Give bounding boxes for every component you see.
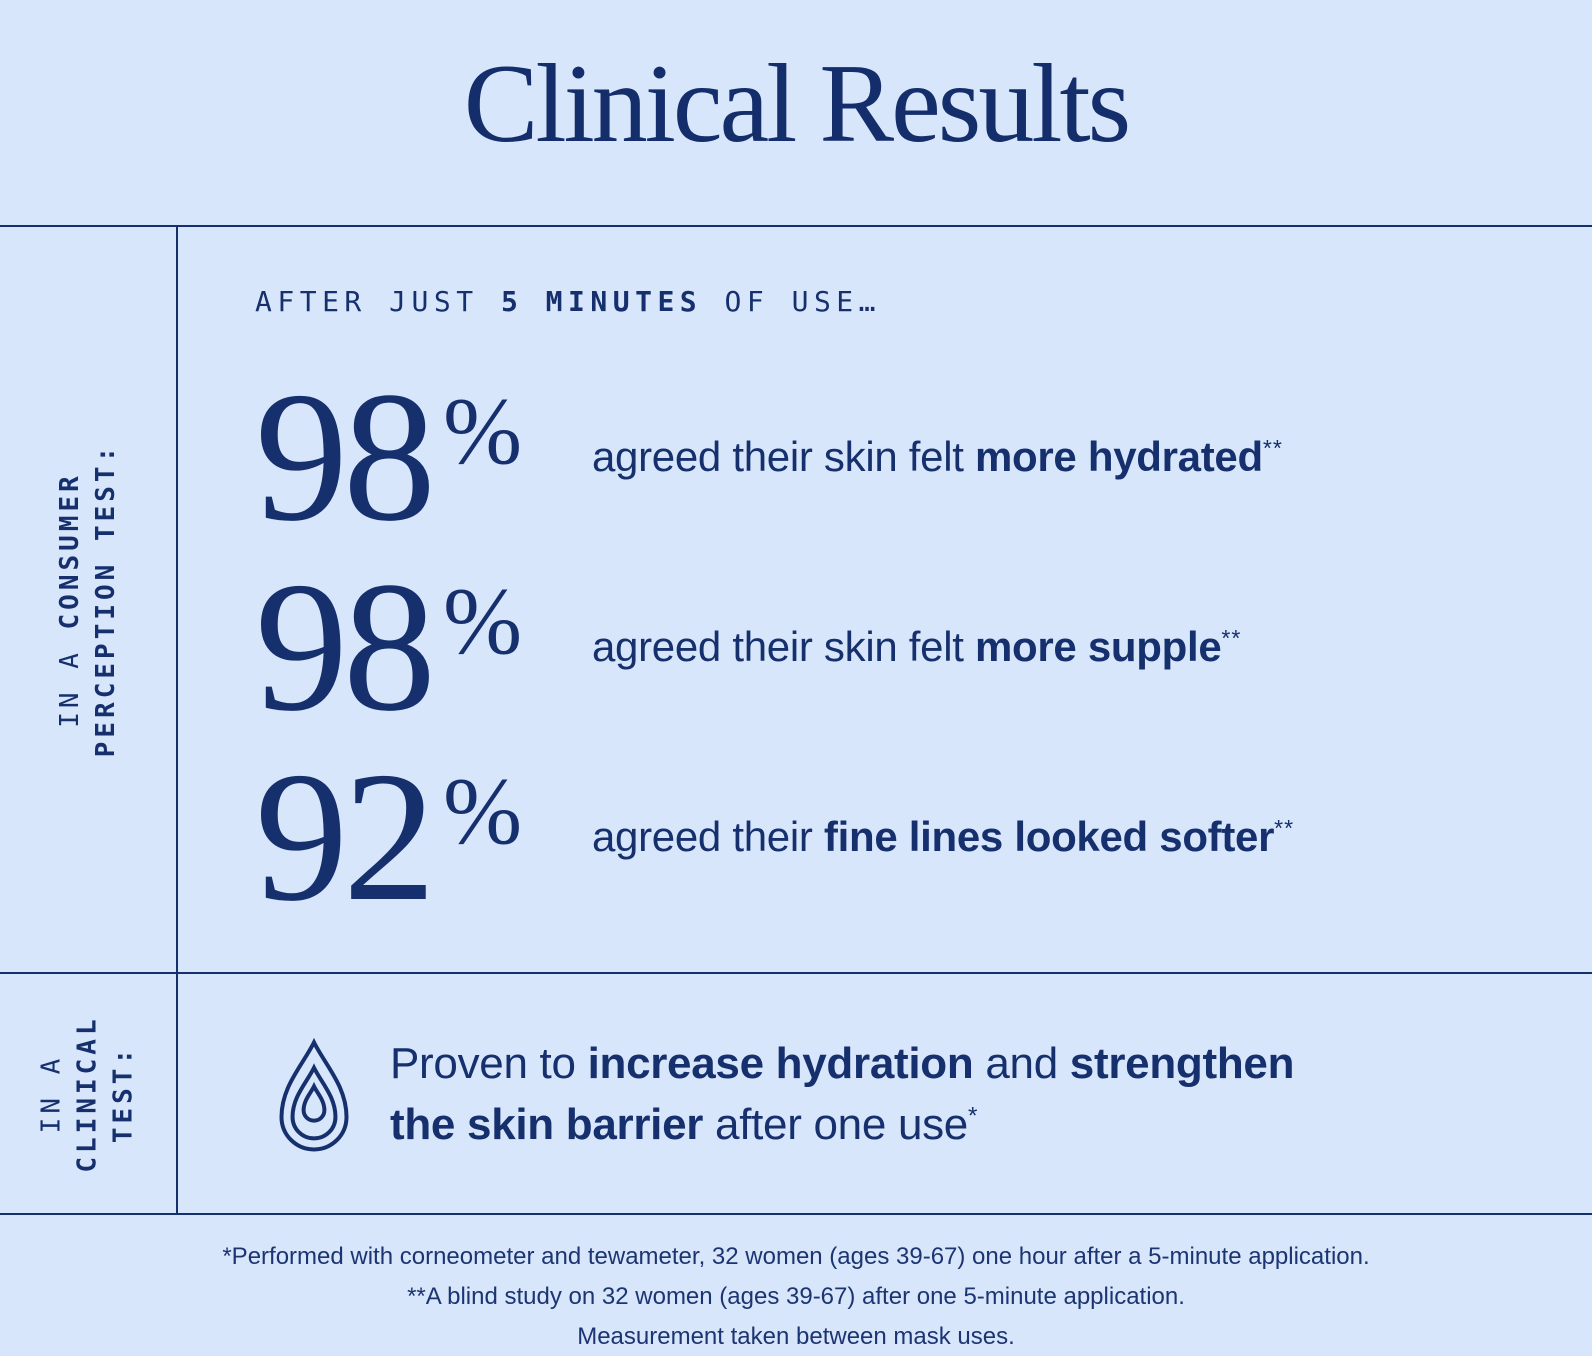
percent-sign: % <box>443 758 523 864</box>
header: Clinical Results <box>0 0 1592 225</box>
consumer-content: AFTER JUST 5 MINUTES OF USE… 98% agreed … <box>178 227 1592 972</box>
stat-value-number: 92 <box>255 734 436 940</box>
results-table: IN A CONSUMER PERCEPTION TEST: AFTER JUST… <box>0 225 1592 1215</box>
stats-list: 98% agreed their skin felt more hydrated… <box>255 362 1592 932</box>
consumer-test-row: IN A CONSUMER PERCEPTION TEST: AFTER JUST… <box>0 227 1592 974</box>
clinical-statement: Proven to increase hydration and strengt… <box>390 1038 1295 1149</box>
stat-row-hydrated: 98% agreed their skin felt more hydrated… <box>255 362 1592 552</box>
stat-description: agreed their skin felt more supple** <box>592 623 1242 670</box>
clinical-side-column: IN A CLINICAL TEST: <box>0 974 178 1213</box>
stat-value-number: 98 <box>255 354 436 560</box>
consumer-side-column: IN A CONSUMER PERCEPTION TEST: <box>0 227 178 972</box>
consumer-side-label: IN A CONSUMER PERCEPTION TEST: <box>55 442 122 757</box>
stat-value: 98% <box>255 554 540 740</box>
footnote-line: *Performed with corneometer and tewamete… <box>222 1243 1370 1270</box>
page-title: Clinical Results <box>463 42 1131 166</box>
footnote-line: **A blind study on 32 women (ages 39-67)… <box>407 1283 1185 1310</box>
stat-description: agreed their skin felt more hydrated** <box>592 433 1283 480</box>
usage-kicker: AFTER JUST 5 MINUTES OF USE… <box>255 285 882 318</box>
percent-sign: % <box>443 568 523 674</box>
stat-value-number: 98 <box>255 544 436 750</box>
stat-value: 98% <box>255 364 540 550</box>
stat-row-fine-lines: 92% agreed their fine lines looked softe… <box>255 742 1592 932</box>
clinical-test-row: IN A CLINICAL TEST: Proven to increase hyd… <box>0 974 1592 1215</box>
percent-sign: % <box>443 378 523 484</box>
stat-description: agreed their fine lines looked softer** <box>592 813 1295 860</box>
stat-row-supple: 98% agreed their skin felt more supple** <box>255 552 1592 742</box>
stat-value: 92% <box>255 744 540 930</box>
footnotes: *Performed with corneometer and tewamete… <box>0 1215 1592 1356</box>
footnote-line: Measurement taken between mask uses. <box>577 1323 1015 1350</box>
clinical-content: Proven to increase hydration and strengt… <box>178 974 1592 1213</box>
clinical-side-label: IN A CLINICAL TEST: <box>36 1014 139 1173</box>
water-drop-icon <box>264 1029 364 1159</box>
